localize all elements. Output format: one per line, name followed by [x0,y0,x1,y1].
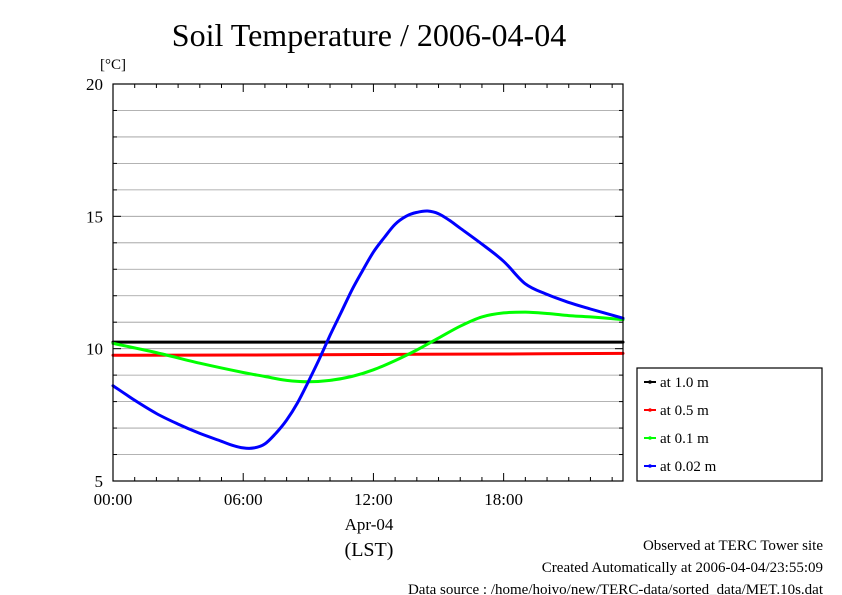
y-tick-label: 15 [86,207,103,226]
x-tick-label: 00:00 [94,490,133,509]
footer-site: Observed at TERC Tower site [643,538,823,554]
legend-marker [648,380,652,384]
x-tick-label: 12:00 [354,490,393,509]
footer-created: Created Automatically at 2006-04-04/23:5… [542,560,823,576]
x-axis-label-date: Apr-04 [345,515,394,534]
series-line-1 [111,351,625,357]
series-line-3 [111,209,625,450]
chart-title: Soil Temperature / 2006-04-04 [172,17,566,53]
legend-label: at 0.5 m [660,403,709,419]
series-line-2 [111,310,625,384]
gridlines [113,110,623,455]
legend-label: at 0.1 m [660,431,709,447]
legend-marker [648,436,652,440]
legend-label: at 0.02 m [660,459,717,475]
plot-frame [112,83,624,482]
y-tick-label: 10 [86,340,103,359]
legend-marker [648,464,652,468]
series-lines [111,209,625,450]
legend-box [636,367,823,482]
legend-label: at 1.0 m [660,375,709,391]
axis-ticks: 5 10 15 20 00:00 06:00 12:00 18:00 [86,75,623,509]
footer-source: Data source : /home/hoivo/new/TERC-data/… [408,582,824,595]
x-tick-label: 18:00 [484,490,523,509]
x-axis-label-tz: (LST) [345,539,394,561]
y-axis-unit: [°C] [100,57,126,73]
y-tick-label: 20 [86,75,103,94]
legend-marker [648,408,652,412]
legend: at 1.0 m at 0.5 m at 0.1 m at 0.02 m [636,367,823,482]
x-tick-label: 06:00 [224,490,263,509]
y-tick-label: 5 [95,472,104,491]
